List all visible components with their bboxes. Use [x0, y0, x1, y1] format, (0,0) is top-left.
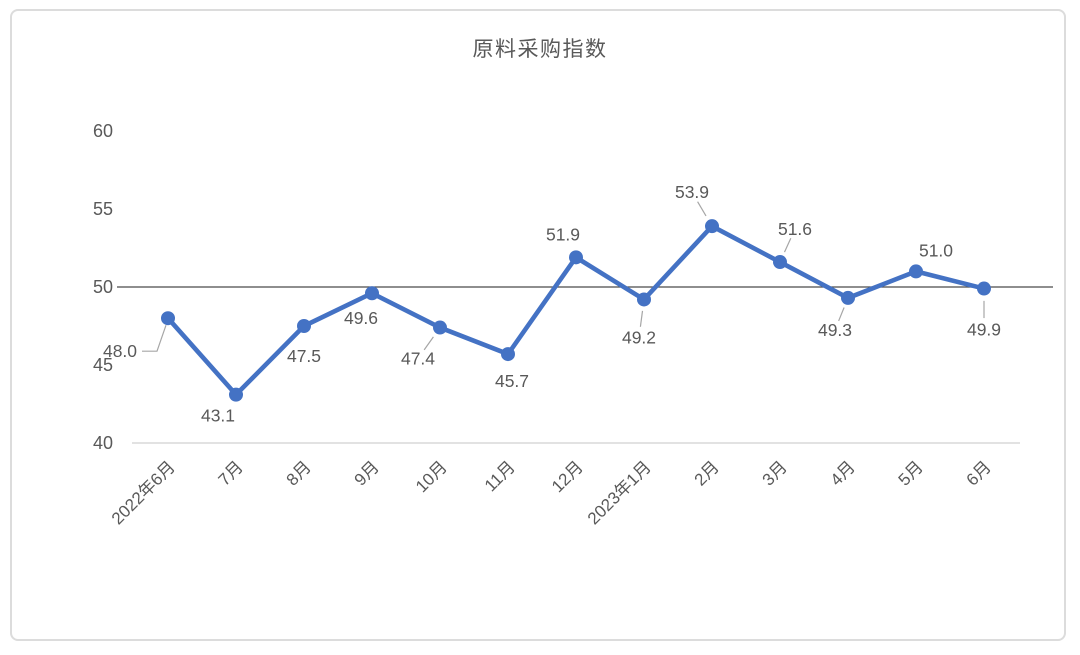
- data-label: 48.0: [103, 341, 137, 361]
- x-axis-label: 2月: [691, 457, 723, 489]
- data-point-marker: [841, 290, 855, 305]
- x-axis-label: 9月: [351, 457, 383, 489]
- data-point-marker: [365, 286, 379, 301]
- y-tick-label: 50: [93, 277, 113, 297]
- x-axis-label: 2022年6月: [108, 457, 179, 528]
- data-point-marker: [501, 347, 515, 362]
- y-tick-label: 60: [93, 121, 113, 141]
- data-point-marker: [433, 320, 447, 335]
- x-axis-label: 4月: [827, 457, 859, 489]
- data-point-marker: [637, 292, 651, 307]
- y-tick-label: 40: [93, 433, 113, 453]
- data-point-marker: [977, 281, 991, 296]
- data-point-marker: [705, 219, 719, 234]
- leader-line: [697, 201, 707, 217]
- leader-line: [783, 238, 792, 253]
- data-point-marker: [161, 311, 175, 326]
- data-label: 49.9: [967, 320, 1001, 340]
- data-point-marker: [297, 319, 311, 333]
- y-tick-label: 45: [93, 355, 113, 375]
- x-axis-label: 5月: [895, 457, 927, 489]
- leader-line: [639, 310, 644, 327]
- leader-line: [838, 307, 845, 322]
- data-label: 47.5: [287, 346, 321, 366]
- y-tick-label: 55: [93, 199, 113, 219]
- data-point-marker: [229, 387, 243, 402]
- data-label: 51.9: [546, 224, 580, 244]
- x-axis-label: 6月: [963, 457, 995, 489]
- data-label: 53.9: [675, 182, 709, 202]
- data-label: 51.0: [919, 240, 953, 260]
- chart-title: 原料采购指数: [472, 38, 608, 61]
- x-axis-label: 3月: [759, 457, 791, 489]
- data-label: 47.4: [401, 349, 435, 369]
- data-point-marker: [569, 250, 583, 265]
- data-label: 43.1: [201, 406, 235, 426]
- x-axis-label: 12月: [548, 457, 587, 496]
- x-axis-label: 10月: [412, 457, 451, 496]
- data-label: 45.7: [495, 371, 529, 391]
- leader-line: [142, 325, 167, 352]
- data-point-marker: [773, 255, 787, 270]
- data-label: 49.2: [622, 327, 656, 347]
- data-point-marker: [909, 264, 923, 279]
- x-axis-label: 2023年1月: [584, 457, 655, 528]
- x-axis-label: 7月: [215, 457, 247, 489]
- data-label: 51.6: [778, 219, 812, 239]
- data-label: 49.6: [344, 308, 378, 328]
- x-axis-label: 11月: [481, 457, 519, 495]
- leader-line: [423, 336, 434, 351]
- chart-frame: [10, 9, 1066, 641]
- data-label: 49.3: [818, 320, 852, 340]
- x-axis-label: 8月: [283, 457, 315, 489]
